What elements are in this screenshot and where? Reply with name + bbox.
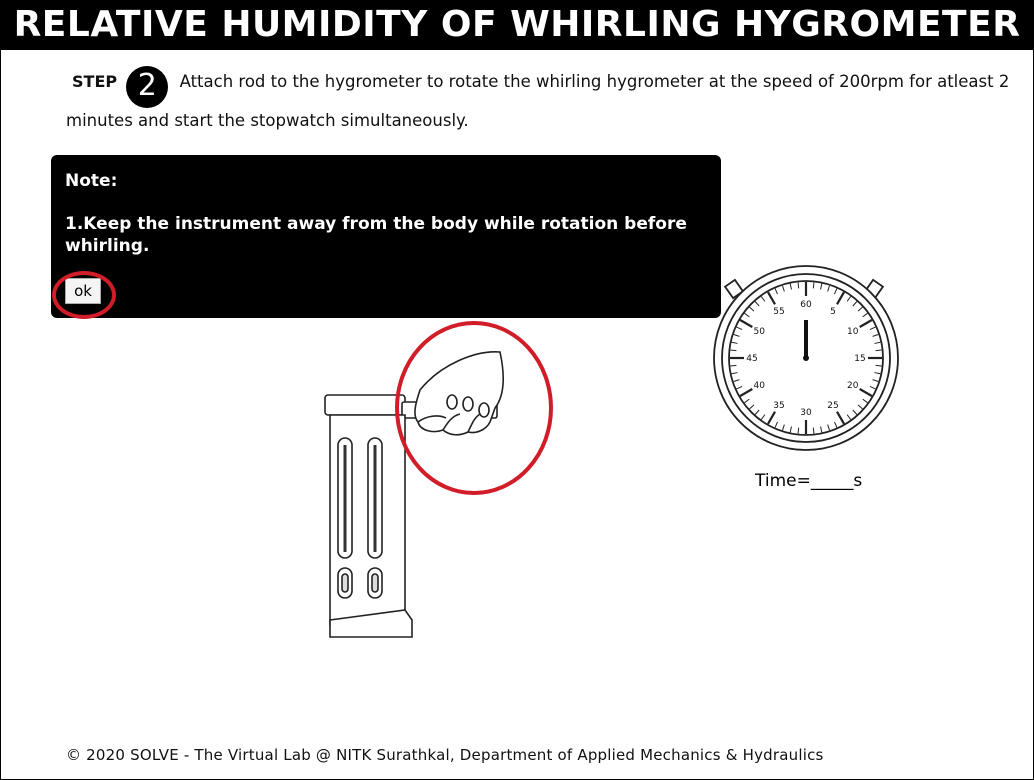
stopwatch-tick xyxy=(739,319,753,328)
stopwatch-dial-label: 55 xyxy=(773,307,784,317)
stopwatch-tick xyxy=(836,291,845,305)
ok-button[interactable]: ok xyxy=(65,278,101,304)
stopwatch-tick xyxy=(874,341,881,344)
header-bar: RELATIVE HUMIDITY OF WHIRLING HYGROMETER xyxy=(0,0,1034,50)
stopwatch-tick xyxy=(767,291,776,305)
stopwatch-ticks xyxy=(730,282,882,434)
stopwatch-tick xyxy=(736,386,743,390)
stopwatch-tick xyxy=(782,424,785,431)
stopwatch-dial-label: 10 xyxy=(847,327,859,337)
stopwatch-tick xyxy=(797,282,800,289)
stopwatch-tick xyxy=(812,427,815,434)
stopwatch-tick xyxy=(812,282,815,289)
note-dialog: Note: 1.Keep the instrument away from th… xyxy=(51,155,721,318)
stopwatch-tick xyxy=(731,341,738,344)
stopwatch-tick xyxy=(754,409,760,415)
stopwatch-tick xyxy=(875,349,882,352)
step-label: STEP xyxy=(72,72,118,91)
step-text: Attach rod to the hygrometer to rotate t… xyxy=(66,72,1010,130)
stopwatch-tick xyxy=(760,414,766,420)
stopwatch-tick xyxy=(739,388,753,397)
stopwatch-tick xyxy=(733,379,740,382)
stopwatch-tick xyxy=(754,301,760,307)
stopwatch-tick xyxy=(875,364,882,367)
stopwatch-tick xyxy=(730,364,737,367)
stopwatch-dial-label: 15 xyxy=(854,354,865,364)
stopwatch-tick xyxy=(774,288,778,295)
stopwatch-tick xyxy=(869,386,876,390)
stopwatch-dial-label: 25 xyxy=(827,401,838,411)
stopwatch-tick xyxy=(731,372,738,375)
stopwatch-tick xyxy=(859,388,873,397)
stopwatch-tick xyxy=(872,334,879,337)
highlight-ring-hand xyxy=(395,321,553,495)
stopwatch-tick xyxy=(862,312,868,318)
stopwatch-dial-labels: 60 5 10 15 20 25 30 35 40 45 50 55 xyxy=(746,300,865,418)
stopwatch-tick xyxy=(744,312,750,318)
stopwatch-tick xyxy=(834,288,838,295)
stopwatch-tick xyxy=(857,306,863,312)
stopwatch-tick xyxy=(736,326,743,330)
stopwatch-tick xyxy=(852,301,858,307)
stopwatch-tick xyxy=(827,424,830,431)
stopwatch-tick xyxy=(782,285,785,292)
stopwatch-tick xyxy=(846,414,852,420)
stopwatch-tick xyxy=(862,398,868,404)
stopwatch-dial-label: 30 xyxy=(800,408,812,418)
stopwatch-illustration[interactable]: 60 5 10 15 20 25 30 35 40 45 50 55 xyxy=(700,265,910,470)
stopwatch-tick xyxy=(730,349,737,352)
stopwatch-tick xyxy=(874,372,881,375)
whirling-hygrometer-illustration[interactable] xyxy=(300,321,570,650)
stopwatch-dial-label: 40 xyxy=(754,381,766,391)
step-number-badge: 2 xyxy=(126,66,169,108)
stopwatch-tick xyxy=(749,306,755,312)
step-instruction: STEP 2 Attach rod to the hygrometer to r… xyxy=(66,66,1016,133)
note-title: Note: xyxy=(65,171,118,191)
stopwatch-tick xyxy=(869,326,876,330)
stopwatch-tick xyxy=(797,427,800,434)
stopwatch-dial-label: 50 xyxy=(754,327,766,337)
stopwatch-tick xyxy=(774,421,778,428)
stopwatch-tick xyxy=(744,398,750,404)
stopwatch-tick xyxy=(846,296,852,302)
note-text: 1.Keep the instrument away from the body… xyxy=(65,214,687,256)
stopwatch-tick xyxy=(789,426,792,433)
stopwatch-dial-label: 20 xyxy=(847,381,859,391)
stopwatch-tick xyxy=(789,283,792,290)
stopwatch-tick xyxy=(749,404,755,410)
stopwatch-tick xyxy=(733,334,740,337)
stopwatch-tick xyxy=(836,411,845,425)
stopwatch-dial-label: 35 xyxy=(773,401,784,411)
time-readout: Time=_____s xyxy=(755,471,863,491)
stopwatch-tick xyxy=(820,283,823,290)
stopwatch-dial-label: 45 xyxy=(746,354,757,364)
stopwatch-tick xyxy=(820,426,823,433)
stopwatch-dial-label: 60 xyxy=(800,300,812,310)
footer-copyright: © 2020 SOLVE - The Virtual Lab @ NITK Su… xyxy=(66,746,824,764)
page-title: RELATIVE HUMIDITY OF WHIRLING HYGROMETER xyxy=(13,4,1021,45)
stopwatch-tick xyxy=(859,319,873,328)
stopwatch-tick xyxy=(827,285,830,292)
stopwatch-tick xyxy=(872,379,879,382)
stopwatch-tick xyxy=(767,411,776,425)
stopwatch-center-pin xyxy=(803,355,809,361)
stopwatch-tick xyxy=(834,421,838,428)
stopwatch-tick xyxy=(857,404,863,410)
stopwatch-tick xyxy=(760,296,766,302)
stopwatch-tick xyxy=(852,409,858,415)
stopwatch-dial-label: 5 xyxy=(830,307,836,317)
